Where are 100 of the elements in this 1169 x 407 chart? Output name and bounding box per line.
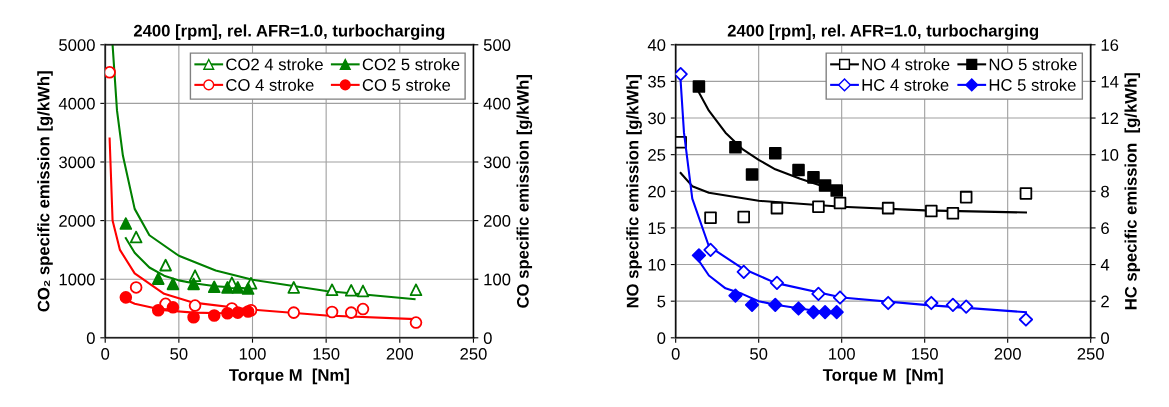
point [207,309,221,322]
point [807,171,820,184]
legend-label: HC 4 stroke [862,78,949,91]
y-tick-label: 10 [648,258,666,271]
y-tick-label: 20 [648,185,666,198]
x-tick-label: 250 [1077,347,1104,360]
point [818,179,832,192]
point [830,184,843,197]
point [356,284,370,298]
point [119,291,133,304]
point [409,316,423,329]
point [728,288,743,303]
point [221,306,234,320]
point [768,297,783,312]
point [745,168,759,181]
point [704,211,717,224]
point [769,275,785,290]
point [881,295,896,311]
point [833,196,847,210]
x-tick-label: 200 [386,347,414,360]
point [945,297,961,312]
y2-tick-label: 300 [483,156,511,169]
y-tick-label: 5000 [59,39,95,51]
point [959,299,974,314]
x-tick-label: 0 [671,347,680,360]
y-tick-label: 0 [657,332,666,345]
x-tick-label: 100 [829,347,855,360]
x-tick-label: 150 [912,347,938,360]
point [187,277,200,291]
legend-label: HC 5 stroke [989,78,1076,91]
point [925,204,938,218]
x-tick-label: 200 [994,347,1021,360]
y2-axis-title: CO specific emission [g/kWh] [516,75,533,308]
point [221,281,234,294]
point [207,280,221,294]
y2-tick-label: 2 [1101,295,1109,308]
x-tick-label: 250 [460,347,487,360]
point [806,305,821,320]
y-tick-label: 5 [657,295,666,308]
y-tick-label: 4000 [58,97,95,110]
legend-label: CO2 5 stroke [362,58,460,71]
point [817,305,833,320]
y-tick-label: 3000 [59,156,95,169]
x-axis-title: Torque M [Nm] [822,368,943,385]
y-tick-label: 0 [86,332,95,345]
point [119,217,133,230]
point [325,283,339,297]
point [409,283,423,297]
y2-tick-label: 14 [1101,75,1119,88]
y2-tick-label: 0 [483,332,492,345]
y2-tick-label: 500 [483,39,511,51]
y2-tick-label: 400 [483,97,511,110]
point [946,206,960,220]
y-axis-title: CO₂ specific emission [g/kWh] [37,71,53,312]
legend-label: CO2 4 stroke [226,58,323,71]
point [768,146,782,160]
point [241,282,255,295]
point [770,201,784,215]
point [729,141,742,154]
point [325,305,339,319]
point [344,284,358,297]
chart-title: 2400 [rpm], rel. AFR=1.0, turbocharging [727,24,1039,40]
y2-tick-label: 16 [1101,39,1119,51]
point [129,281,143,294]
point [812,200,825,213]
point [187,311,200,324]
y-tick-label: 35 [648,75,666,88]
point [703,242,718,258]
y2-tick-label: 8 [1101,185,1109,198]
x-tick-label: 50 [750,347,768,360]
point [792,163,805,177]
point [924,295,939,311]
y2-tick-label: 200 [484,215,511,227]
y-tick-label: 1000 [59,273,95,286]
y-tick-label: 40 [647,39,666,51]
point [737,210,751,224]
point [1018,312,1034,327]
y-tick-label: 15 [648,222,666,235]
point [166,301,180,314]
x-axis-title: Torque M [Nm] [229,368,349,385]
y-tick-label: 2000 [59,215,95,227]
point [1019,187,1033,200]
point [691,248,707,263]
point [287,306,301,319]
x-tick-label: 100 [239,347,266,360]
chart-title: 2400 [rpm], rel. AFR=1.0, turbocharging [133,24,445,40]
x-tick-label: 50 [170,347,188,360]
point [166,277,180,291]
point [287,281,301,294]
point [151,303,165,317]
legend-label: NO 5 stroke [989,58,1077,71]
y-tick-label: 25 [648,149,666,161]
y-axis-title: NO specific emission [g/kWh] [626,75,642,308]
point [791,301,806,316]
point [959,190,973,204]
point [129,230,143,244]
x-tick-label: 150 [313,347,340,360]
point [832,290,848,305]
point [159,258,172,272]
legend-label: NO 4 stroke [862,58,950,71]
